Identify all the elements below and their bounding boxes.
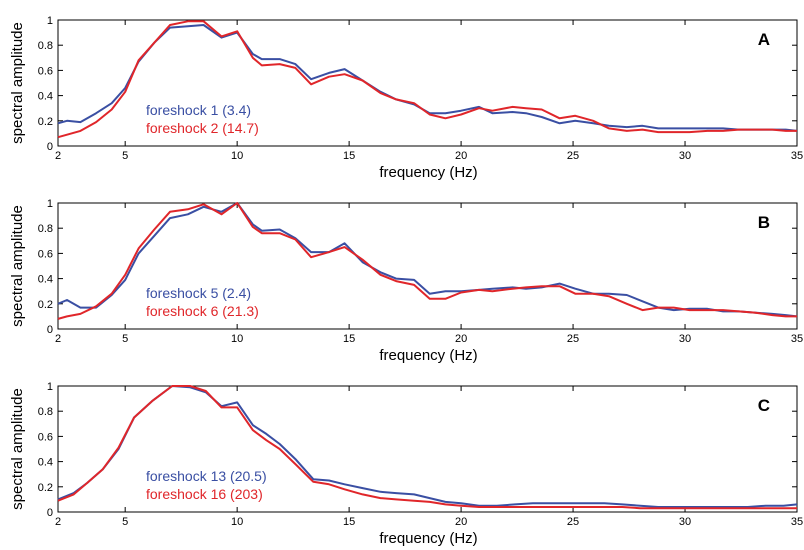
x-tick-label: 35 [791, 150, 803, 162]
x-tick-label: 20 [455, 516, 467, 528]
y-tick-label: 0.2 [38, 482, 53, 494]
y-tick-label: 0.2 [38, 116, 53, 128]
x-tick-label: 25 [567, 516, 579, 528]
legend-entry-1: foreshock 13 (20.5) [146, 468, 267, 484]
y-axis-label: spectral amplitude [9, 205, 26, 327]
panel-label: B [758, 213, 770, 232]
y-tick-label: 0.4 [38, 457, 53, 469]
y-tick-label: 0.6 [38, 65, 53, 77]
plot-frame [57, 202, 798, 330]
y-tick-label: 0 [47, 507, 53, 519]
panel-label: C [758, 396, 770, 415]
x-tick-label: 15 [343, 333, 355, 345]
plot-frame [57, 19, 798, 147]
y-tick-label: 0.2 [38, 299, 53, 311]
panel-label: A [758, 30, 770, 49]
x-tick-label: 25 [567, 333, 579, 345]
series-line-2 [57, 20, 797, 139]
x-tick-label: 20 [455, 333, 467, 345]
x-tick-label: 5 [122, 333, 128, 345]
y-axis-label: spectral amplitude [9, 388, 26, 510]
y-tick-label: 1 [47, 198, 53, 210]
y-tick-label: 0.6 [38, 248, 53, 260]
x-axis-label: frequency (Hz) [379, 164, 477, 181]
x-axis-label: frequency (Hz) [379, 347, 477, 364]
x-tick-label: 5 [122, 150, 128, 162]
x-tick-label: 30 [679, 150, 691, 162]
legend-entry-2: foreshock 16 (203) [146, 486, 263, 502]
series-line-2 [57, 385, 797, 510]
series-line-2 [57, 202, 797, 320]
y-axis-label: spectral amplitude [9, 22, 26, 144]
legend-entry-1: foreshock 5 (2.4) [146, 285, 251, 301]
x-tick-label: 5 [122, 516, 128, 528]
y-tick-label: 1 [47, 15, 53, 27]
y-tick-label: 0 [47, 141, 53, 153]
y-tick-label: 0.8 [38, 40, 53, 52]
legend-entry-1: foreshock 1 (3.4) [146, 102, 251, 118]
legend-entry-2: foreshock 6 (21.3) [146, 303, 259, 319]
x-tick-label: 2 [55, 150, 61, 162]
x-tick-label: 30 [679, 333, 691, 345]
y-tick-label: 0.6 [38, 431, 53, 443]
x-axis-label: frequency (Hz) [379, 530, 477, 547]
x-tick-label: 10 [231, 516, 243, 528]
y-tick-label: 0.4 [38, 274, 53, 286]
y-tick-label: 0 [47, 324, 53, 336]
y-tick-label: 0.8 [38, 406, 53, 418]
x-tick-label: 10 [231, 333, 243, 345]
x-tick-label: 30 [679, 516, 691, 528]
x-tick-label: 25 [567, 150, 579, 162]
x-tick-label: 15 [343, 516, 355, 528]
x-tick-label: 2 [55, 333, 61, 345]
x-tick-label: 10 [231, 150, 243, 162]
y-tick-label: 0.4 [38, 91, 53, 103]
y-tick-label: 1 [47, 381, 53, 393]
plot-frame [57, 385, 798, 513]
legend-entry-2: foreshock 2 (14.7) [146, 120, 259, 136]
x-tick-label: 2 [55, 516, 61, 528]
x-tick-label: 20 [455, 150, 467, 162]
series-line-1 [57, 202, 798, 318]
y-tick-label: 0.8 [38, 223, 53, 235]
x-tick-label: 15 [343, 150, 355, 162]
x-tick-label: 35 [791, 333, 803, 345]
x-tick-label: 35 [791, 516, 803, 528]
